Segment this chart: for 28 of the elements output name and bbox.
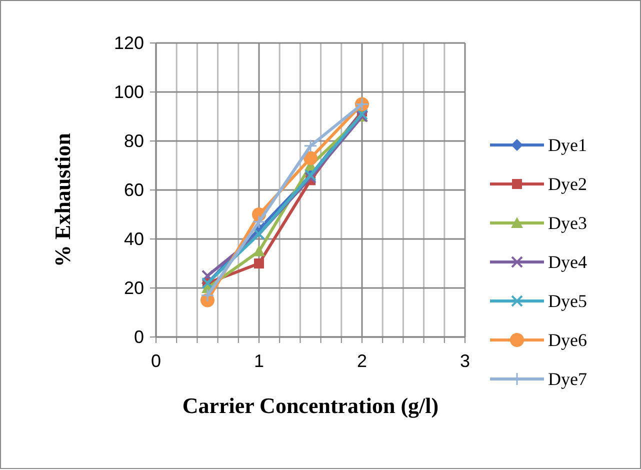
x-tick-label: 1 — [254, 351, 264, 371]
legend-label: Dye6 — [548, 330, 587, 350]
point — [304, 172, 316, 184]
point — [304, 151, 318, 166]
legend-label: Dye7 — [548, 369, 587, 389]
y-tick-label: 80 — [124, 131, 144, 151]
point — [202, 270, 214, 282]
x-tick-label: 3 — [460, 351, 470, 371]
legend-label: Dye5 — [548, 291, 587, 311]
x-tick-label: 0 — [150, 351, 162, 371]
legend-label: Dye2 — [548, 174, 587, 194]
x-axis-title: Carrier Concentration (g/l) — [182, 393, 439, 418]
point — [253, 245, 265, 256]
x-tick-label: 2 — [356, 351, 368, 371]
y-axis-title: % Exhaustion — [50, 133, 75, 267]
point — [254, 258, 264, 268]
y-tick-label: 60 — [124, 180, 144, 200]
point — [304, 139, 318, 153]
point — [200, 288, 214, 302]
y-tick-label: 120 — [114, 33, 144, 53]
y-tick-label: 20 — [124, 278, 144, 298]
y-tick-label: 40 — [124, 229, 144, 249]
legend-label: Dye3 — [548, 213, 587, 233]
y-tick-label: 0 — [134, 327, 144, 347]
point — [252, 215, 266, 229]
legend-label: Dye1 — [548, 135, 587, 155]
y-tick-label: 100 — [114, 82, 144, 102]
legend-label: Dye4 — [548, 252, 587, 272]
